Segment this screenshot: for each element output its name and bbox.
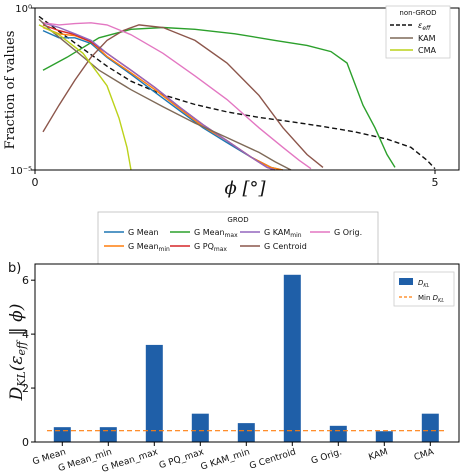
panel-b-bars <box>47 274 447 442</box>
panel-a-xlabel: ϕ [°] <box>224 178 266 199</box>
series-line-g-pq-max <box>42 24 276 171</box>
legend-cma-label: CMA <box>418 46 436 55</box>
bar-g-kam-min <box>237 423 255 442</box>
bar-cma <box>421 413 439 442</box>
series-line-g-centroid <box>42 24 324 168</box>
y-tick-label: 10⁻⁵ <box>10 166 32 177</box>
y-tick-label: 4 <box>22 328 29 341</box>
panel-b-label: b) <box>8 261 21 276</box>
series-line-g-mean-max <box>42 26 396 168</box>
x-tick-label-g-kam-min: G KAM_min <box>200 447 252 472</box>
panel-b-ylabel: DKL(εeff ‖ ϕ) <box>7 304 28 402</box>
panel-a: 0 5 10⁰ 10⁻⁵ Fraction of values ϕ [°] non-G… <box>3 4 460 265</box>
x-tick-label-kam: KAM <box>367 447 389 463</box>
legend-kam-label: KAM <box>418 34 436 43</box>
x-tick-label: 0 <box>32 176 39 189</box>
legend-dkl-swatch <box>399 278 413 285</box>
y-tick-label: 2 <box>22 382 29 395</box>
legend-non-grod-title: non-GROD <box>399 9 436 17</box>
legend-g-kam-min-label: G KAMmin <box>264 228 302 239</box>
series-line-eff <box>38 15 436 170</box>
series-line-g-kam-min <box>42 22 276 171</box>
bar-g-orig <box>329 425 347 442</box>
legend-eff-label: εeff <box>418 21 431 32</box>
bar-g-mean <box>53 427 71 442</box>
panel-a-legend-non-grod: non-GROD εeff KAM CMA <box>385 5 451 59</box>
legend-dkl-label: DKL <box>418 279 430 289</box>
bar-kam <box>375 431 393 442</box>
series-line-g-mean <box>42 29 284 171</box>
y-tick-label: 10⁰ <box>15 4 32 15</box>
x-tick-label-g-orig: G Orig. <box>310 447 343 466</box>
series-line-g-orig <box>42 22 312 170</box>
y-tick-label: 6 <box>22 274 29 287</box>
legend-g-centroid-label: G Centroid <box>264 242 307 251</box>
bar-g-mean-max <box>145 344 163 442</box>
bar-g-mean-min <box>99 427 117 442</box>
legend-g-pq-max-label: G PQmax <box>194 242 227 253</box>
x-tick-label-cma: CMA <box>413 447 436 463</box>
x-tick-label: 5 <box>432 176 439 189</box>
bar-g-centroid <box>283 274 301 442</box>
legend-g-orig-label: G Orig. <box>334 228 362 237</box>
x-tick-label-g-centroid: G Centroid <box>248 447 297 471</box>
panel-b-legend: DKL Min DKL <box>393 271 455 307</box>
legend-g-mean-max-label: G Meanmax <box>194 228 238 239</box>
legend-g-mean-min-label: G Meanmin <box>128 242 170 253</box>
legend-g-mean-label: G Mean <box>128 228 159 237</box>
bar-g-pq-max <box>191 413 209 442</box>
panel-b-plot-frame <box>34 263 460 443</box>
panel-a-series-lines <box>38 15 436 171</box>
series-line-cma <box>38 24 132 171</box>
series-line-kam <box>38 18 292 171</box>
legend-min-dkl-label: Min DKL <box>418 294 444 304</box>
panel-a-ticks: 0 5 10⁰ 10⁻⁵ <box>10 4 439 189</box>
y-tick-label: 0 <box>22 436 29 449</box>
panel-a-plot-frame <box>34 7 460 171</box>
legend-grod-title: GROD <box>227 216 248 224</box>
x-tick-label-g-pq-max: G PQ_max <box>158 447 206 471</box>
panel-a-ylabel: Fraction of values <box>3 31 18 150</box>
panel-a-legend-grod: GROD G Mean G Meanmin G Meanmax G PQmax … <box>97 211 379 265</box>
